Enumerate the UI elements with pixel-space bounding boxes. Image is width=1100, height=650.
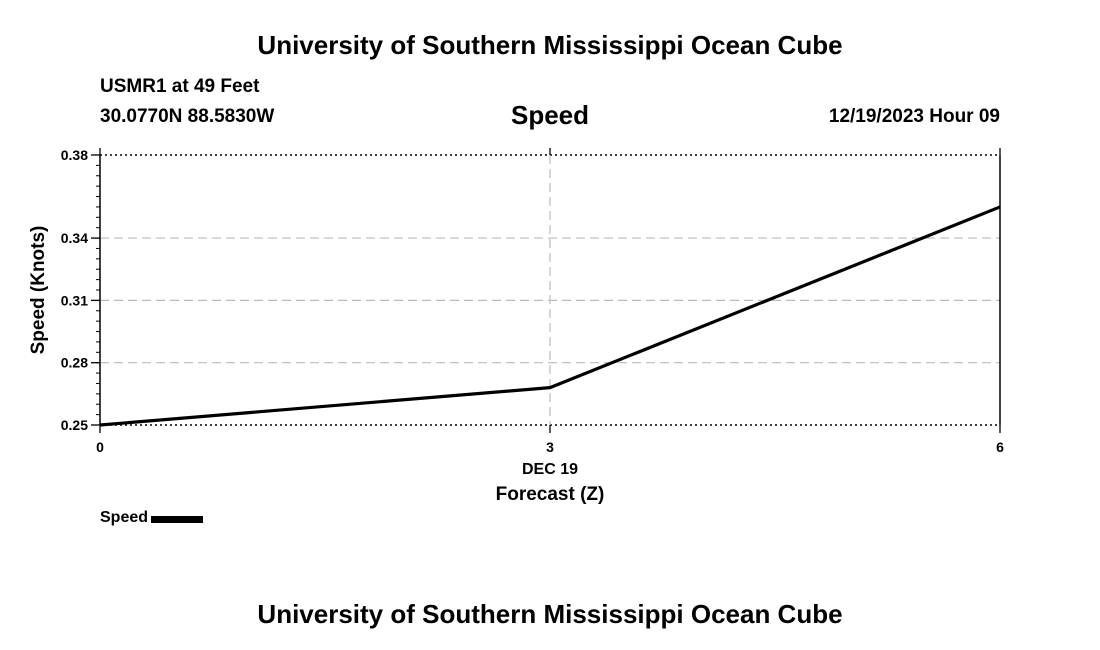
- speed-chart: 0.25 0.28 0.31 0.34 0.38 0 3 6 DEC 19 Forecast …: [28, 147, 1004, 505]
- legend: Speed: [100, 509, 204, 527]
- station-label: USMR1 at 49 Feet: [100, 76, 260, 97]
- forecast-datetime: 12/19/2023 Hour 09: [828, 106, 1000, 127]
- y-axis-label: Speed (Knots): [28, 226, 49, 355]
- y-tick-label: 0.28: [61, 355, 88, 371]
- legend-label: Speed: [100, 509, 149, 526]
- grid-lines: [100, 154, 1000, 426]
- y-tick-label: 0.34: [61, 230, 88, 246]
- speed-series-line: [99, 205, 1001, 427]
- chart-title: Speed: [510, 100, 590, 130]
- y-tick-label: 0.31: [61, 292, 88, 308]
- tick-marks: [91, 148, 1001, 433]
- x-tick-label: 6: [996, 439, 1004, 455]
- tick-labels: 0.25 0.28 0.31 0.34 0.38 0 3 6: [61, 147, 1004, 455]
- x-axis-date-label: DEC 19: [522, 461, 578, 478]
- y-tick-label: 0.38: [61, 147, 88, 163]
- page-title: University of Southern Mississippi Ocean…: [257, 30, 843, 60]
- legend-swatch: [151, 515, 204, 523]
- footer-title: University of Southern Mississippi Ocean…: [257, 599, 843, 629]
- station-coordinates: 30.0770N 88.5830W: [100, 106, 275, 127]
- series-lines: [99, 205, 1001, 427]
- x-axis-label: Forecast (Z): [496, 484, 605, 505]
- x-tick-label: 0: [96, 439, 104, 455]
- x-tick-label: 3: [546, 439, 554, 455]
- y-tick-label: 0.25: [61, 417, 88, 433]
